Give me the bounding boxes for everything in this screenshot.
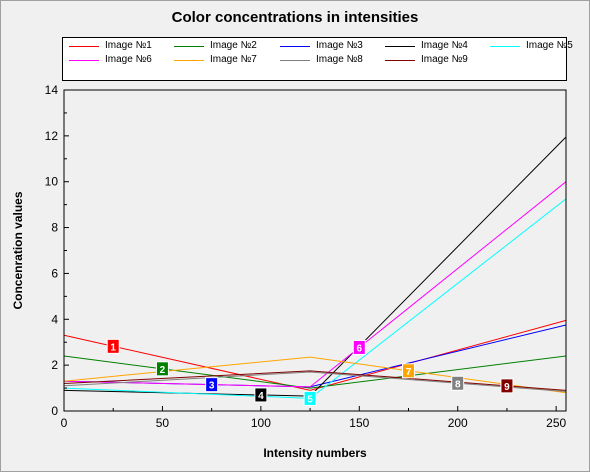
legend-label: Image №4 <box>421 40 468 51</box>
legend-swatch <box>385 46 415 47</box>
marker-label: 3 <box>209 381 215 392</box>
legend-label: Image №8 <box>316 54 363 65</box>
marker-label: 2 <box>160 365 166 376</box>
marker-label: 1 <box>110 342 116 353</box>
marker-box <box>402 363 416 379</box>
series-marker-8: 8 <box>451 375 465 391</box>
series-line-5 <box>63 198 567 399</box>
series-marker-4: 4 <box>254 387 268 403</box>
legend-label: Image №3 <box>316 40 363 51</box>
y-axis-title: Concenration values <box>11 191 25 309</box>
marker-label: 9 <box>504 382 510 393</box>
series-line-3 <box>63 324 567 388</box>
legend-swatch <box>385 60 415 61</box>
marker-box <box>106 338 120 354</box>
x-tick-label: 150 <box>349 416 369 430</box>
legend: Image №1 Image №2 Image №3 Image №4 Image №5… <box>62 37 573 81</box>
x-tick-label: 0 <box>61 416 68 430</box>
series-line-7 <box>63 356 567 394</box>
x-tick-label: 100 <box>251 416 271 430</box>
marker-label: 6 <box>357 343 363 354</box>
marker-box <box>205 377 219 393</box>
marker-box <box>254 387 268 403</box>
legend-label: Image №7 <box>210 54 257 65</box>
marker-box <box>303 390 317 406</box>
marker-box <box>500 378 514 394</box>
series-line-1 <box>63 319 567 391</box>
legend-label: Image №9 <box>421 54 468 65</box>
legend-swatch <box>69 46 99 47</box>
series-marker-2: 2 <box>155 361 169 377</box>
plot-frame <box>63 89 567 412</box>
legend-swatch <box>69 60 99 61</box>
y-tick-label: 4 <box>51 312 58 326</box>
series-marker-9: 9 <box>500 378 514 394</box>
y-tick-label: 14 <box>45 83 59 97</box>
marker-box <box>451 375 465 391</box>
series-marker-3: 3 <box>205 377 219 393</box>
series-line-8 <box>63 371 567 392</box>
y-tick-label: 2 <box>51 358 58 372</box>
series-line-2 <box>63 355 567 389</box>
y-tick-label: 0 <box>51 404 58 418</box>
y-tick-label: 8 <box>51 221 58 235</box>
y-tick-label: 10 <box>45 175 59 189</box>
marker-label: 8 <box>455 379 461 390</box>
legend-label: Image №5 <box>526 40 573 51</box>
legend-label: Image №2 <box>210 40 257 51</box>
marker-label: 4 <box>258 391 264 402</box>
x-tick-label: 200 <box>448 416 468 430</box>
legend-swatch <box>174 60 204 61</box>
series-line-6 <box>63 181 567 388</box>
y-tick-label: 12 <box>45 129 59 143</box>
legend-label: Image №1 <box>105 40 152 51</box>
chart-title: Color concentrations in intensities <box>171 9 419 26</box>
series-marker-1: 1 <box>106 338 120 354</box>
legend-swatch <box>280 60 310 61</box>
y-tick-label: 6 <box>51 266 58 280</box>
series-line-9 <box>63 370 567 391</box>
marker-label: 7 <box>406 367 412 378</box>
legend-swatch <box>280 46 310 47</box>
marker-label: 5 <box>307 394 313 405</box>
series-marker-7: 7 <box>402 363 416 379</box>
legend-label: Image №6 <box>105 54 152 65</box>
marker-box <box>155 361 169 377</box>
series-marker-5: 5 <box>303 390 317 406</box>
series-line-4 <box>63 136 567 397</box>
x-tick-label: 250 <box>546 416 566 430</box>
legend-swatch <box>174 46 204 47</box>
x-axis-title: Intensity numbers <box>263 446 367 460</box>
x-tick-label: 50 <box>156 416 170 430</box>
legend-swatch <box>490 46 520 47</box>
marker-box <box>352 339 366 355</box>
series-marker-6: 6 <box>352 339 366 355</box>
